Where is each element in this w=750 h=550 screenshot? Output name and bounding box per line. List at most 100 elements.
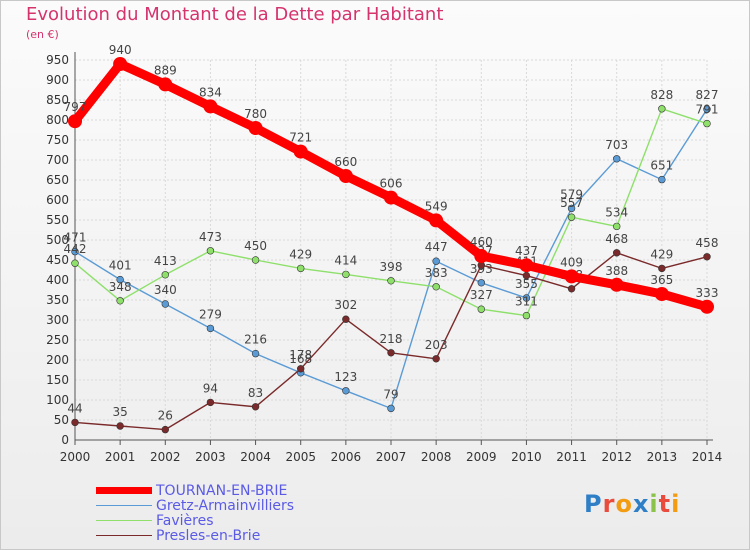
data-point-presles-en-brie — [658, 264, 666, 273]
x-tick-label: 2003 — [195, 450, 226, 464]
data-point-favi-res — [703, 119, 711, 128]
data-label-gretz-armainvilliers: 703 — [605, 138, 628, 152]
data-point-tournan-en-brie — [564, 269, 579, 284]
data-point-gretz-armainvilliers — [432, 257, 440, 265]
data-point-gretz-armainvilliers — [387, 404, 395, 413]
data-point-favi-res — [297, 264, 305, 273]
x-tick-label: 2013 — [647, 450, 678, 464]
y-tick-label: 700 — [46, 153, 69, 167]
data-point-gretz-armainvilliers — [703, 105, 711, 113]
logo-letter: P — [584, 490, 603, 518]
data-label-presles-en-brie: 26 — [158, 409, 173, 423]
data-point-tournan-en-brie — [384, 190, 398, 205]
logo-letter: r — [602, 490, 616, 518]
x-tick-label: 2000 — [60, 450, 91, 464]
data-point-gretz-armainvilliers — [477, 279, 485, 287]
data-point-tournan-en-brie — [654, 287, 669, 301]
data-label-tournan-en-brie: 940 — [109, 43, 132, 57]
y-tick-label: 800 — [46, 113, 69, 127]
data-label-tournan-en-brie: 834 — [199, 85, 222, 99]
y-tick-label: 650 — [46, 173, 69, 187]
data-label-tournan-en-brie: 660 — [334, 155, 357, 169]
data-label-favi-res: 327 — [470, 288, 493, 302]
data-label-tournan-en-brie: 333 — [696, 286, 719, 300]
data-label-tournan-en-brie: 780 — [244, 107, 267, 121]
data-point-presles-en-brie — [297, 365, 305, 373]
x-tick-label: 2014 — [692, 450, 723, 464]
data-point-favi-res — [658, 105, 666, 113]
data-point-tournan-en-brie — [68, 114, 82, 129]
data-point-gretz-armainvilliers — [342, 387, 350, 395]
x-tick-label: 2001 — [105, 450, 136, 464]
data-label-gretz-armainvilliers: 123 — [334, 370, 357, 384]
data-label-presles-en-brie: 429 — [650, 247, 673, 261]
y-tick-label: 900 — [46, 73, 69, 87]
data-point-gretz-armainvilliers — [71, 247, 79, 256]
data-point-gretz-armainvilliers — [206, 324, 215, 333]
data-label-gretz-armainvilliers: 216 — [244, 333, 267, 347]
data-label-gretz-armainvilliers: 579 — [560, 187, 583, 201]
data-label-tournan-en-brie: 797 — [64, 100, 87, 114]
data-label-tournan-en-brie: 365 — [650, 273, 673, 287]
data-point-presles-en-brie — [703, 253, 711, 261]
legend-label: Gretz-Armainvilliers — [156, 498, 295, 514]
data-label-favi-res: 383 — [425, 266, 448, 280]
data-point-tournan-en-brie — [338, 169, 353, 183]
data-label-gretz-armainvilliers: 651 — [650, 159, 673, 173]
x-tick-label: 2004 — [240, 450, 271, 464]
x-tick-label: 2009 — [466, 450, 497, 464]
data-point-favi-res — [342, 270, 350, 279]
data-label-presles-en-brie: 468 — [605, 232, 628, 246]
data-label-favi-res: 450 — [244, 239, 267, 253]
data-label-presles-en-brie: 302 — [334, 298, 357, 312]
data-label-presles-en-brie: 94 — [203, 381, 218, 395]
data-label-gretz-armainvilliers: 447 — [425, 240, 448, 254]
data-label-presles-en-brie: 83 — [248, 386, 263, 400]
y-tick-label: 200 — [46, 353, 69, 367]
unit-label: (en €) — [26, 28, 59, 41]
y-tick-label: 100 — [46, 393, 69, 407]
data-point-favi-res — [522, 311, 531, 320]
data-point-presles-en-brie — [161, 425, 169, 434]
logo-letter: o — [615, 490, 633, 518]
legend-swatch — [96, 520, 152, 521]
x-tick-label: 2008 — [421, 450, 452, 464]
data-label-gretz-armainvilliers: 355 — [515, 277, 538, 291]
data-point-presles-en-brie — [522, 271, 531, 280]
data-label-gretz-armainvilliers: 471 — [64, 231, 87, 245]
y-tick-label: 850 — [46, 93, 69, 107]
data-label-favi-res: 442 — [64, 242, 87, 256]
data-point-favi-res — [206, 247, 215, 255]
data-point-presles-en-brie — [432, 355, 440, 363]
x-tick-label: 2011 — [556, 450, 587, 464]
data-point-gretz-armainvilliers — [161, 300, 169, 308]
data-point-tournan-en-brie — [248, 121, 263, 135]
y-tick-label: 450 — [46, 253, 69, 267]
data-label-favi-res: 473 — [199, 230, 222, 244]
data-point-favi-res — [477, 305, 485, 313]
data-label-gretz-armainvilliers: 827 — [696, 88, 719, 102]
data-label-favi-res: 429 — [289, 247, 312, 261]
legend-swatch — [96, 505, 152, 506]
data-label-presles-en-brie: 458 — [696, 236, 719, 250]
x-tick-label: 2002 — [150, 450, 181, 464]
data-label-tournan-en-brie: 437 — [515, 244, 538, 258]
data-label-favi-res: 828 — [650, 88, 673, 102]
data-point-presles-en-brie — [567, 285, 576, 293]
data-label-favi-res: 557 — [560, 196, 583, 210]
data-point-tournan-en-brie — [293, 144, 308, 159]
data-label-favi-res: 348 — [109, 280, 132, 294]
data-point-tournan-en-brie — [203, 99, 218, 114]
line-chart: 0 50 100 150 200 250 300 350 400 450 500 550 600 650 7… — [46, 43, 723, 464]
data-point-gretz-armainvilliers — [658, 175, 666, 184]
data-label-presles-en-brie: 203 — [425, 338, 448, 352]
x-tick-label: 2012 — [601, 450, 632, 464]
data-point-presles-en-brie — [613, 249, 621, 257]
data-label-tournan-en-brie: 721 — [289, 131, 312, 145]
legend-label: Presles-en-Brie — [156, 528, 261, 544]
legend-label: TOURNAN-EN-BRIE — [156, 483, 288, 499]
y-tick-label: 350 — [46, 293, 69, 307]
data-point-favi-res — [251, 256, 260, 264]
data-point-tournan-en-brie — [429, 213, 444, 228]
